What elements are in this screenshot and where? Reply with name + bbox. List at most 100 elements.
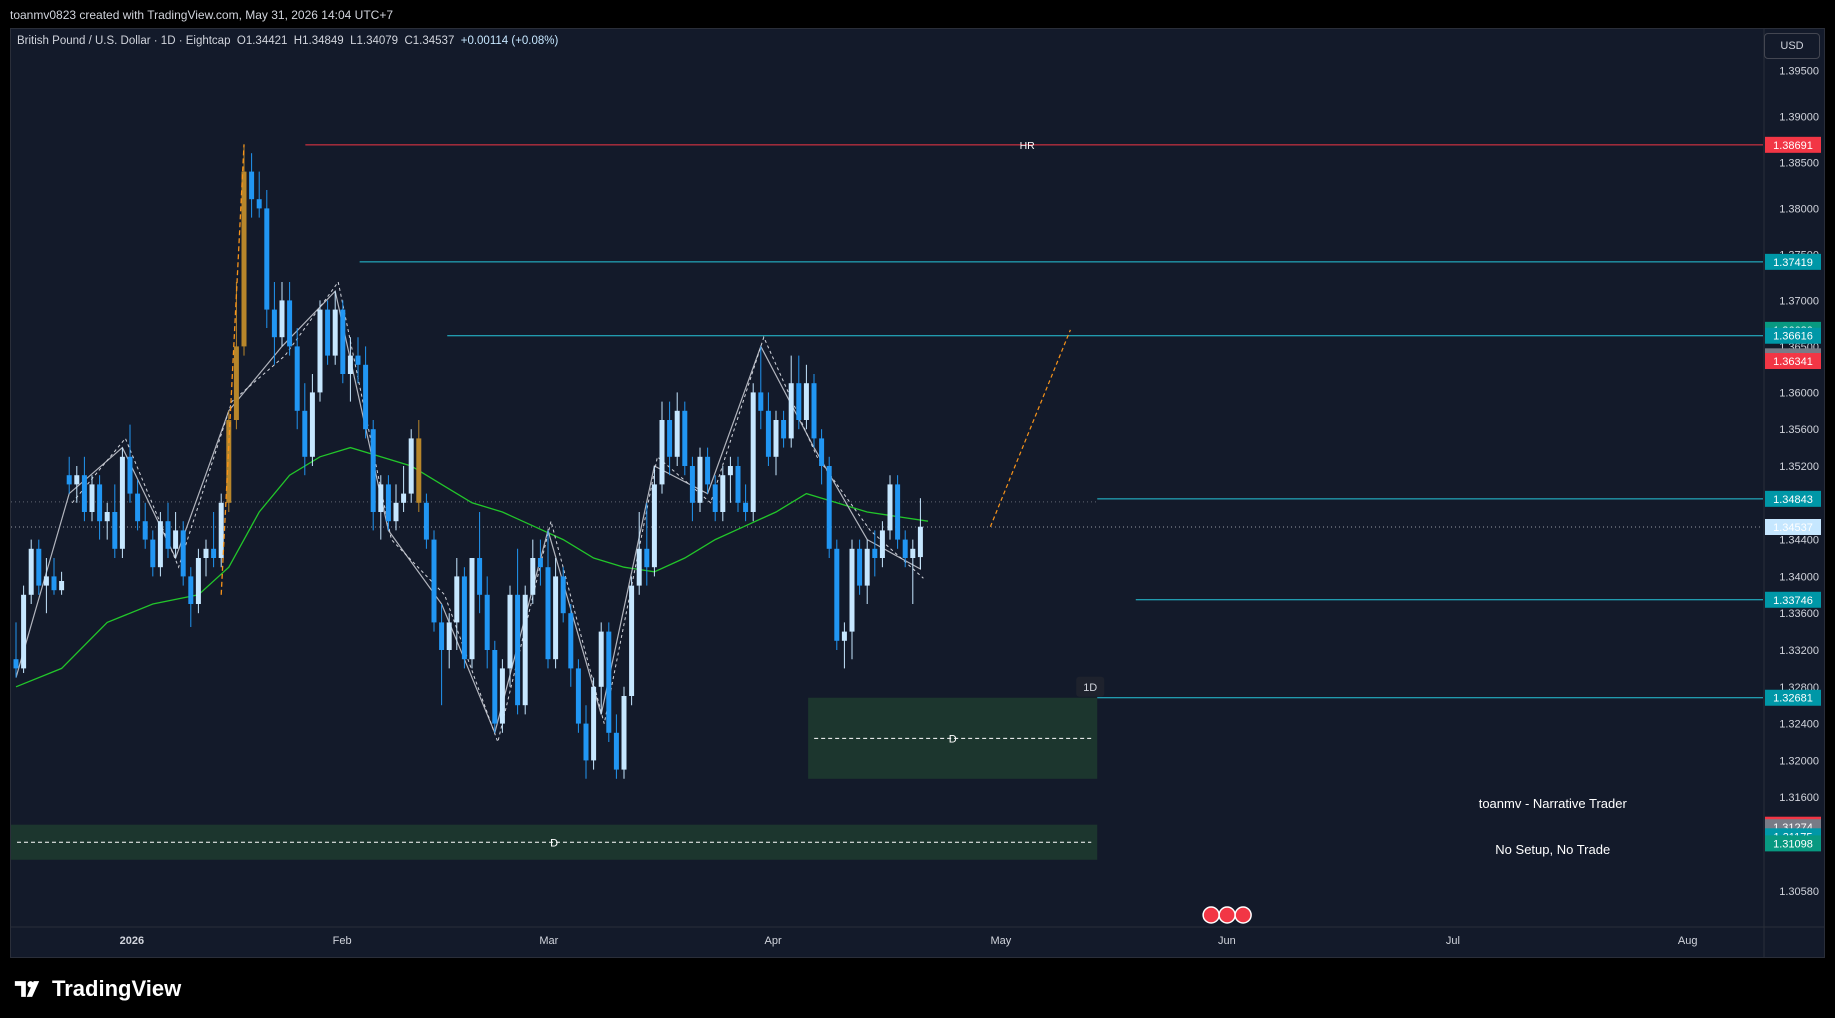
candle xyxy=(606,622,611,742)
y-axis-tick: 1.37000 xyxy=(1779,295,1819,307)
candle xyxy=(264,190,269,328)
candle xyxy=(462,567,467,668)
candle-body xyxy=(143,521,148,539)
candle-body xyxy=(629,586,634,696)
candle-body xyxy=(850,549,855,632)
candle-body xyxy=(340,310,345,374)
chart-canvas[interactable]: D D HR 1D toanmv - Narrative Trader No Setu… xyxy=(11,29,1824,957)
candle-body xyxy=(82,475,87,512)
candle-body xyxy=(857,549,862,586)
demand-zone-label: D xyxy=(949,733,957,745)
candle-body xyxy=(492,650,497,724)
candle-body xyxy=(287,300,292,346)
x-axis-tick: Jun xyxy=(1218,935,1236,947)
candle-body xyxy=(774,420,779,457)
candle-body xyxy=(394,503,399,521)
candle-body xyxy=(743,503,748,512)
candle xyxy=(196,549,201,613)
candle-body xyxy=(842,632,847,641)
candle-body xyxy=(454,576,459,622)
candle-body xyxy=(257,199,262,208)
candle-body xyxy=(705,457,710,485)
y-axis-tick: 1.39500 xyxy=(1779,65,1819,77)
candle-body xyxy=(515,595,520,705)
candle-body xyxy=(401,494,406,503)
y-axis-tick: 1.30580 xyxy=(1779,886,1819,898)
price-label-text: 1.36616 xyxy=(1773,331,1813,343)
candle-body xyxy=(910,549,915,558)
candle xyxy=(523,586,528,715)
candle-body xyxy=(371,429,376,512)
x-axis-tick: Aug xyxy=(1678,935,1698,947)
candle-body xyxy=(758,392,763,410)
candle-body xyxy=(766,411,771,457)
candle xyxy=(682,402,687,476)
candle-body xyxy=(196,558,201,604)
candle-body xyxy=(698,457,703,503)
candle xyxy=(219,494,224,568)
candle-body xyxy=(21,595,26,669)
candle xyxy=(29,540,34,604)
candle-body xyxy=(325,310,330,356)
candle-body xyxy=(120,457,125,549)
top-bar: toanmv0823 created with TradingView.com,… xyxy=(0,0,1835,28)
annotation-signature: toanmv - Narrative Trader xyxy=(1479,796,1628,811)
candle xyxy=(432,530,437,631)
candle xyxy=(591,678,596,770)
candle-body xyxy=(158,521,163,567)
legend-symbol: British Pound / U.S. Dollar · 1D · Eight… xyxy=(17,35,230,47)
candle-body xyxy=(432,540,437,623)
candle-body xyxy=(568,613,573,668)
candle-body xyxy=(713,484,718,512)
candle-body xyxy=(378,484,383,512)
candle-body xyxy=(348,356,353,374)
candle-body xyxy=(720,475,725,512)
legend-change: +0.00114 (+0.08%) xyxy=(461,35,559,47)
candle-body xyxy=(682,411,687,466)
candle-body xyxy=(447,622,452,650)
y-axis-tick: 1.31600 xyxy=(1779,792,1819,804)
y-axis-tick: 1.35600 xyxy=(1779,424,1819,436)
candle-body xyxy=(606,632,611,733)
candle-body xyxy=(812,383,817,438)
candle-body xyxy=(166,521,171,549)
candle-body xyxy=(827,466,832,549)
legend-high-label: H xyxy=(294,35,302,47)
price-label: 1.32681 xyxy=(1765,690,1821,706)
candle xyxy=(181,521,186,585)
economic-event-icon xyxy=(1219,907,1235,923)
candle xyxy=(318,300,323,401)
price-label-text: 1.38691 xyxy=(1773,140,1813,152)
candle-body xyxy=(880,530,885,558)
tradingview-logo[interactable]: TradingView xyxy=(12,976,181,1002)
candle-body xyxy=(181,530,186,576)
candle-body xyxy=(310,392,315,456)
candle-body xyxy=(652,484,657,567)
candle-body xyxy=(36,549,41,586)
candle-body xyxy=(614,733,619,770)
candle-body xyxy=(333,310,338,356)
y-axis-tick: 1.32400 xyxy=(1779,719,1819,731)
chart-credit: toanmv0823 created with TradingView.com,… xyxy=(10,8,393,22)
currency-button[interactable]: USD xyxy=(1764,33,1820,59)
candle-body xyxy=(105,512,110,521)
annotation-note: No Setup, No Trade xyxy=(1495,842,1610,857)
candle xyxy=(226,411,231,512)
candle xyxy=(470,558,475,668)
candle-body xyxy=(477,558,482,595)
candle-body xyxy=(918,527,923,557)
candle-body xyxy=(591,687,596,761)
candle-body xyxy=(249,172,254,200)
candle-body xyxy=(135,494,140,522)
y-axis-tick: 1.35200 xyxy=(1779,461,1819,473)
price-label: 1.36341 xyxy=(1765,353,1821,369)
candle-body xyxy=(865,549,870,586)
tradingview-logo-text: TradingView xyxy=(52,976,181,1002)
candle-body xyxy=(888,484,893,530)
candle-body xyxy=(150,540,155,568)
chart-frame[interactable]: D D HR 1D toanmv - Narrative Trader No Setu… xyxy=(10,28,1825,958)
candle-body xyxy=(546,567,551,659)
x-axis-tick: Apr xyxy=(765,935,782,947)
candle xyxy=(120,448,125,558)
candle-body xyxy=(796,383,801,420)
